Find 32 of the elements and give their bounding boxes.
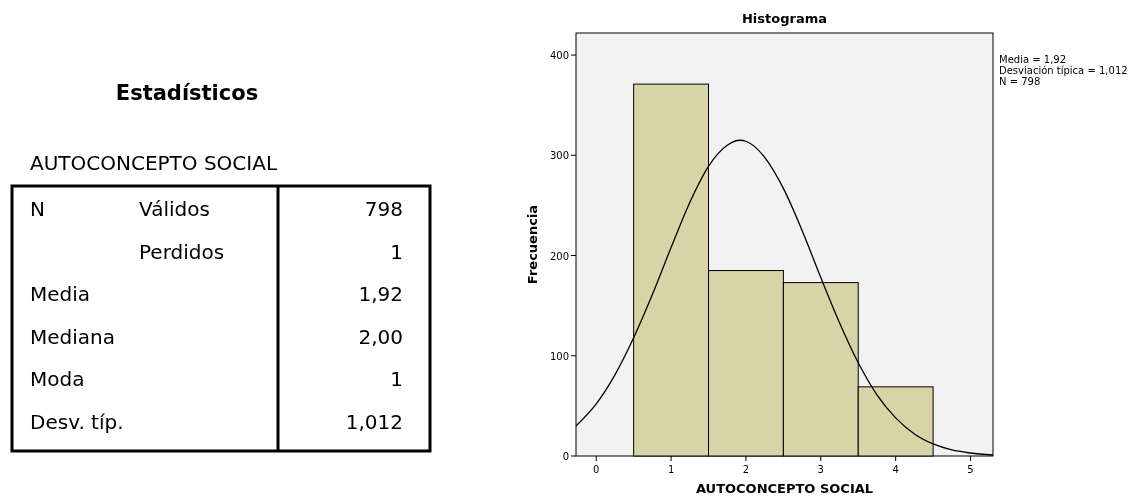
text: 1 (390, 367, 403, 391)
category-label: Moda (30, 367, 85, 391)
text: AUTOCONCEPTO SOCIAL (30, 151, 278, 175)
text: 1,012 (345, 409, 403, 434)
y-tick-label: 0 (562, 451, 569, 462)
text: 1 (390, 239, 403, 264)
y-tick-label: 100 (549, 350, 569, 362)
x-tick-label: 1 (667, 464, 675, 475)
category-label: N (30, 197, 45, 221)
text: 1,92 (358, 282, 403, 306)
y-axis-title: Frecuencia (525, 204, 540, 285)
category-label: Mediana (30, 324, 115, 349)
category-label: Media (30, 282, 91, 306)
text: Media = 1,92 (999, 54, 1067, 65)
y-tick-label: 200 (549, 250, 569, 262)
text: 2,00 (358, 324, 403, 349)
text: Estadísticos (115, 81, 259, 105)
x-tick-label: 2 (742, 464, 750, 475)
chart-title: Histograma (741, 11, 828, 26)
y-tick-label: 400 (549, 50, 569, 62)
x-axis-title: AUTOCONCEPTO SOCIAL (695, 481, 874, 496)
y-tick-label: 300 (549, 150, 569, 162)
x-tick-label: 0 (593, 464, 600, 475)
category-label: Válidos (139, 197, 210, 221)
x-tick-label: 4 (892, 464, 899, 475)
category-label: Perdidos (139, 239, 225, 264)
category-label: Desv. típ. (30, 409, 124, 434)
x-tick-label: 5 (967, 464, 974, 475)
text: 798 (364, 197, 403, 221)
x-tick-label: 3 (817, 464, 824, 475)
text: Desviación típica = 1,012 (999, 65, 1128, 76)
text: N = 798 (999, 76, 1041, 87)
